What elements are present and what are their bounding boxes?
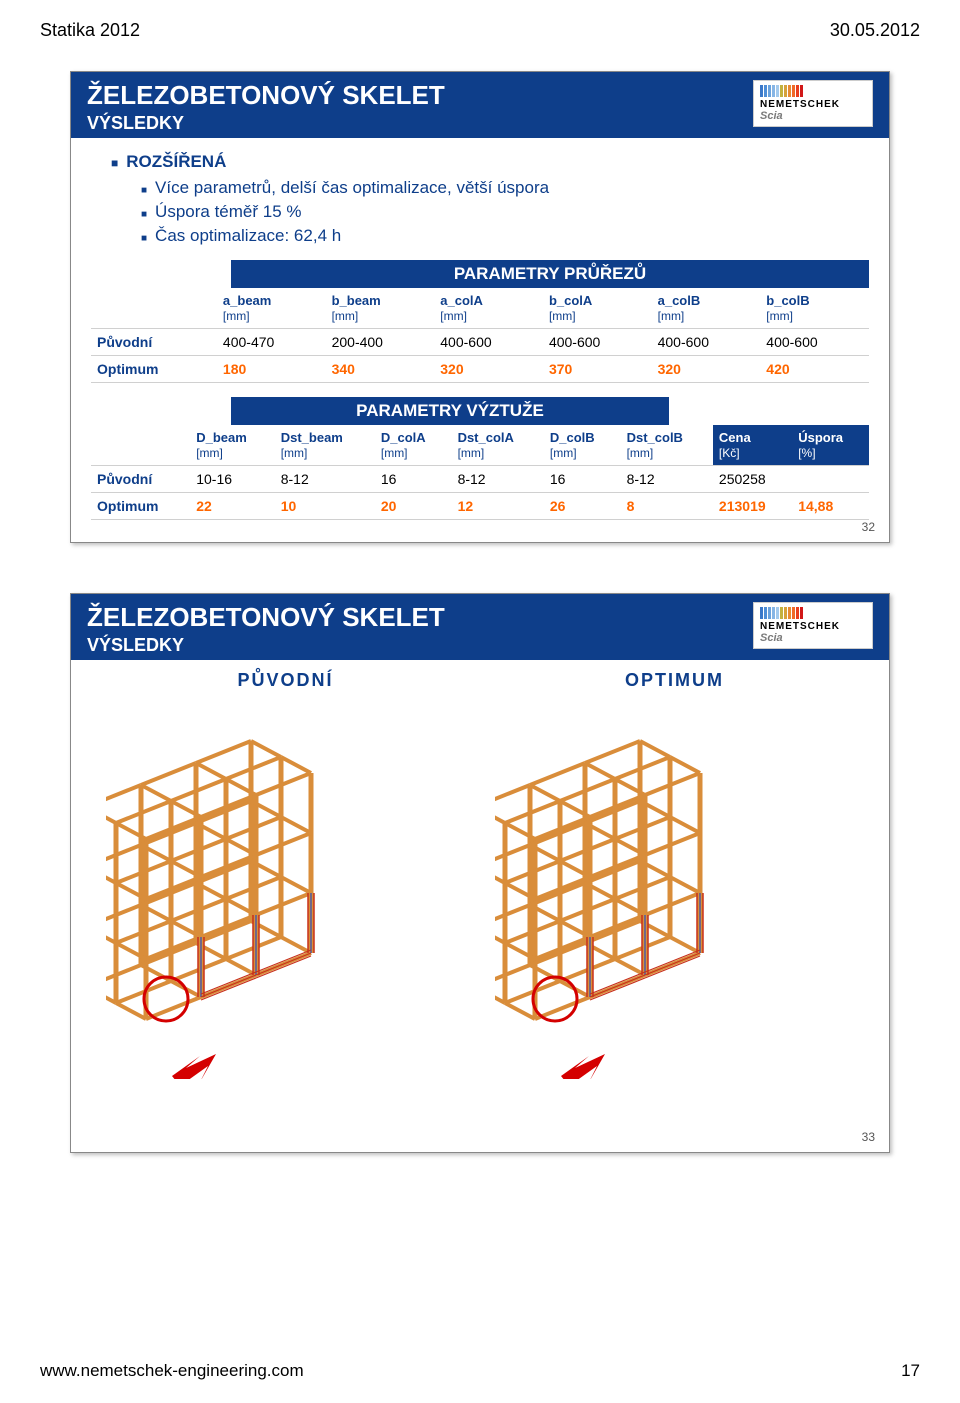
bullet-item: Čas optimalizace: 62,4 h xyxy=(111,226,859,246)
table-row: Původní400-470200-400400-600400-600400-6… xyxy=(91,329,869,356)
logo-text1: NEMETSCHEK xyxy=(760,99,866,110)
section2-title: PARAMETRY VÝZTUŽE xyxy=(231,397,669,425)
page-header: Statika 2012 30.05.2012 xyxy=(40,20,920,41)
logo: NEMETSCHEK Scia xyxy=(753,80,873,127)
page-footer: www.nemetschek-engineering.com 17 xyxy=(40,1361,920,1381)
bullet-item: Úspora téměř 15 % xyxy=(111,202,859,222)
bullet-item: Více parametrů, delší čas optimalizace, … xyxy=(111,178,859,198)
table-prurezu: a_beam[mm]b_beam[mm]a_colA[mm]b_colA[mm]… xyxy=(91,288,869,383)
model-left xyxy=(106,699,466,1079)
logo-text2: Scia xyxy=(760,110,866,122)
slide1-subtitle: VÝSLEDKY xyxy=(87,113,445,134)
slide2-subtitle: VÝSLEDKY xyxy=(87,635,445,656)
slide2-number: 33 xyxy=(862,1130,875,1144)
header-left: Statika 2012 xyxy=(40,20,140,41)
right-label: OPTIMUM xyxy=(495,670,855,691)
left-label: PŮVODNÍ xyxy=(106,670,466,691)
model-right xyxy=(495,699,855,1079)
slide-2: ŽELEZOBETONOVÝ SKELET VÝSLEDKY NEMETSCHE… xyxy=(70,593,890,1153)
slide2-title: ŽELEZOBETONOVÝ SKELET xyxy=(87,602,445,632)
table-row: Původní10-168-12168-12168-12250258 xyxy=(91,466,869,493)
footer-right: 17 xyxy=(901,1361,920,1381)
header-right: 30.05.2012 xyxy=(830,20,920,41)
slide1-number: 32 xyxy=(862,520,875,534)
slide1-title: ŽELEZOBETONOVÝ SKELET xyxy=(87,80,445,110)
table-vyztuze: D_beam[mm]Dst_beam[mm]D_colA[mm]Dst_colA… xyxy=(91,425,869,520)
slide-1: ŽELEZOBETONOVÝ SKELET VÝSLEDKY NEMETSCHE… xyxy=(70,71,890,543)
slide1-title-bar: ŽELEZOBETONOVÝ SKELET VÝSLEDKY NEMETSCHE… xyxy=(71,72,889,138)
slide2-title-bar: ŽELEZOBETONOVÝ SKELET VÝSLEDKY NEMETSCHE… xyxy=(71,594,889,660)
section1-title: PARAMETRY PRŮŘEZŮ xyxy=(231,260,869,288)
logo: NEMETSCHEK Scia xyxy=(753,602,873,649)
slide1-bullets: ROZŠÍŘENÁ Více parametrů, delší čas opti… xyxy=(71,138,889,260)
bullet-head: ROZŠÍŘENÁ xyxy=(111,152,859,172)
footer-left: www.nemetschek-engineering.com xyxy=(40,1361,304,1381)
table-row: Optimum2210201226821301914,88 xyxy=(91,493,869,520)
table-row: Optimum180340320370320420 xyxy=(91,356,869,383)
